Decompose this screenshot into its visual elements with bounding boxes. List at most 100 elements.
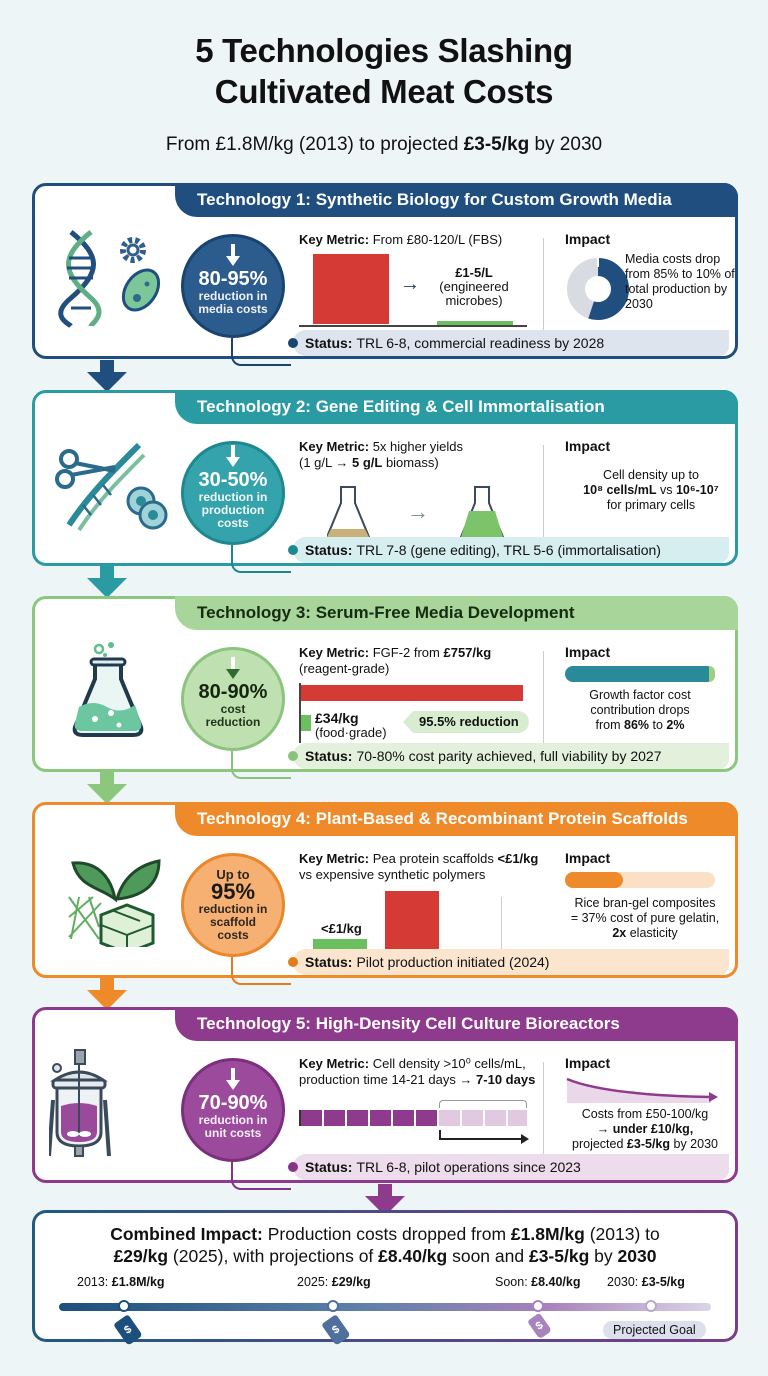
badge-value: 70-90% <box>198 1092 268 1114</box>
metric-label: Key Metric: <box>299 232 370 247</box>
metric-text: From £80-120/L (FBS) <box>372 232 503 247</box>
tech-5-impact: Impact Costs from £50-100/kg → under £10… <box>565 1056 737 1152</box>
after-value: £34/kg <box>315 710 359 726</box>
after-note: (engineered microbes) <box>439 279 509 308</box>
impact-line-1: Costs from £50-100/kg <box>581 1107 709 1121</box>
impact-bold-2: 10⁶-10⁷ <box>675 483 719 497</box>
divider <box>543 651 544 743</box>
badge-top: Up to <box>216 867 250 882</box>
tech-4-reduction-badge: Up to 95% reduction in scaffold costs <box>181 853 285 957</box>
timeline-node-2030 <box>645 1300 657 1312</box>
metric-line2-prefix: (1 g/L → <box>299 455 352 470</box>
impact-heading: Impact <box>565 850 611 866</box>
down-arrow-icon <box>226 657 240 679</box>
connector-line <box>231 338 291 366</box>
impact-heading: Impact <box>565 1055 611 1071</box>
axis-line <box>299 683 301 743</box>
impact-text: Cell density up to 10⁸ cells/mL vs 10⁶-1… <box>565 468 737 513</box>
combined-b3: £8.40/kg <box>378 1246 448 1266</box>
tech-4-key-metric: Key Metric: Pea protein scaffolds <£1/kg… <box>299 851 539 953</box>
down-arrow-icon <box>226 444 240 467</box>
impact-line-3: elasticity <box>626 926 678 940</box>
tech-card-5-title: Technology 5: High-Density Cell Culture … <box>175 1007 738 1041</box>
tl-prefix: 2025: <box>297 1275 332 1289</box>
divider <box>543 445 544 537</box>
donut-chart <box>567 258 629 320</box>
tl-prefix: Soon: <box>495 1275 532 1289</box>
flow-arrow-2-icon <box>87 566 127 598</box>
metric-line2-suffix: biomass) <box>382 455 439 470</box>
metric-bold: <£1/kg <box>497 851 539 866</box>
tl-prefix: 2013: <box>77 1275 112 1289</box>
impact-heading: Impact <box>565 438 611 454</box>
after-bar <box>301 715 311 731</box>
timeline-node-2013 <box>118 1300 130 1312</box>
metric-text: Cell density >10⁰ cells/mL, <box>372 1056 526 1071</box>
metric-label: Key Metric: <box>299 1056 370 1071</box>
flow-arrow-3-icon <box>87 772 127 804</box>
status-dot <box>288 751 298 761</box>
divider <box>501 897 502 957</box>
combined-b4: £3-5/kg <box>528 1246 590 1266</box>
bioreactor-icon <box>47 1046 169 1157</box>
metric-text: FGF-2 from <box>372 645 444 660</box>
tech-3-impact: Impact Growth factor cost contribution d… <box>565 645 737 733</box>
tech-4-status: Status: Pilot production initiated (2024… <box>288 949 729 975</box>
page-subtitle: From £1.8M/kg (2013) to projected £3-5/k… <box>0 134 768 156</box>
impact-heading: Impact <box>565 644 611 660</box>
badge-value: 80-90% <box>198 681 268 703</box>
flow-arrow-4-icon <box>87 978 127 1010</box>
tech-1-status: Status: TRL 6-8, commercial readiness by… <box>288 330 729 356</box>
tech-card-1-title: Technology 1: Synthetic Biology for Cust… <box>175 183 738 217</box>
combined-b2: £29/kg <box>113 1246 169 1266</box>
tech-3-key-metric: Key Metric: FGF-2 from £757/kg (reagent-… <box>299 645 539 743</box>
impact-text: Media costs drop from 85% to 10% of tota… <box>625 252 735 311</box>
tl-prefix: 2030: <box>607 1275 642 1289</box>
impact-line-1: Growth factor cost contribution drops <box>589 688 691 717</box>
tech-card-2: Technology 2: Gene Editing & Cell Immort… <box>32 390 738 573</box>
metric-text: 5x higher yields <box>372 439 464 454</box>
flask-comparison-icon: → <box>327 486 505 538</box>
tl-value: £8.40/kg <box>531 1275 581 1289</box>
price-tag-soon-icon: $ <box>527 1312 552 1340</box>
tech-card-3: Technology 3: Serum-Free Media Developme… <box>32 596 738 779</box>
baseline <box>299 325 527 327</box>
tech-card-3-title: Technology 3: Serum-Free Media Developme… <box>175 596 738 630</box>
timeline-label-2013: 2013: £1.8M/kg <box>77 1275 165 1289</box>
tech-1-impact: Impact Media costs drop from 85% to 10% … <box>565 231 737 320</box>
svg-text:→: → <box>407 499 429 524</box>
impact-bold: 2x <box>612 926 627 940</box>
tech-5-status: Status: TRL 6-8, pilot operations since … <box>288 1154 729 1180</box>
tech-2-impact: Impact Cell density up to 10⁸ cells/mL v… <box>565 439 737 513</box>
before-bar <box>301 685 523 701</box>
metric-bold: £757/kg <box>443 645 492 660</box>
combined-b5: 2030 <box>617 1246 657 1266</box>
tech-card-5: Technology 5: High-Density Cell Culture … <box>32 1007 738 1190</box>
impact-mid: to <box>649 718 667 732</box>
tech-5-reduction-badge: 70-90% reduction in unit costs <box>181 1058 285 1162</box>
tech-5-key-metric: Key Metric: Cell density >10⁰ cells/mL, … <box>299 1056 549 1144</box>
price-tag-2013-icon: $ <box>113 1314 143 1346</box>
badge-caption: reduction in scaffold costs <box>198 902 268 942</box>
bar-label: <£1/kg <box>321 921 362 936</box>
flask-bubbles-icon <box>49 641 169 741</box>
tech-4-impact: Impact Rice bran-gel composites = 37% co… <box>565 851 737 941</box>
status-text: Pilot production initiated (2024) <box>356 954 550 970</box>
impact-line-3: for primary cells <box>606 498 696 512</box>
metric-label: Key Metric: <box>299 851 370 866</box>
divider <box>543 238 544 330</box>
timeline-segments <box>299 1110 527 1126</box>
status-dot <box>288 957 298 967</box>
status-text: 70-80% cost parity achieved, full viabil… <box>356 748 662 764</box>
price-tag-2025-icon: $ <box>321 1314 351 1346</box>
impact-bold: → under £10/kg, <box>596 1122 694 1136</box>
impact-line-1: Cell density up to <box>603 468 699 482</box>
badge-caption: reduction in media costs <box>198 289 268 316</box>
projected-goal-pill: Projected Goal <box>603 1321 706 1339</box>
status-text: TRL 6-8, commercial readiness by 2028 <box>356 335 605 351</box>
badge-value: 80-95% <box>198 268 268 290</box>
tech-card-1: Technology 1: Synthetic Biology for Cust… <box>32 183 738 366</box>
impact-heading: Impact <box>565 231 611 247</box>
status-label: Status: <box>305 954 353 970</box>
combined-t4: soon and <box>447 1246 529 1266</box>
